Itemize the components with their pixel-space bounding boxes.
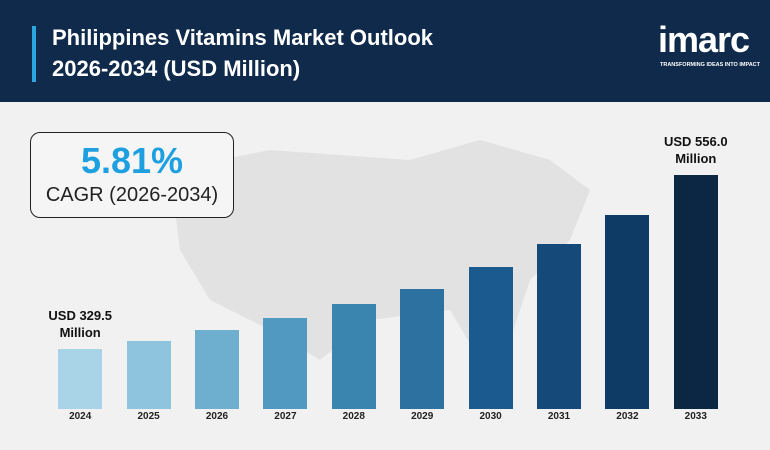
bar <box>400 289 445 409</box>
logo: imarc <box>658 19 750 60</box>
bar <box>331 303 376 409</box>
cagr-box: 5.81% CAGR (2026-2034) <box>30 132 234 218</box>
bar <box>468 266 513 409</box>
chart-title: Philippines Vitamins Market Outlook 2026… <box>52 25 434 81</box>
bar <box>537 243 581 409</box>
x-tick-label: 2030 <box>479 411 502 422</box>
bar <box>195 330 239 409</box>
x-tick-label: 2026 <box>205 411 229 422</box>
x-tick-label: 2032 <box>616 411 639 422</box>
x-tick-label: 2028 <box>342 411 365 422</box>
bar <box>263 317 308 409</box>
header: Philippines Vitamins Market Outlook 2026… <box>0 0 770 102</box>
tagline: TRANSFORMING IDEAS INTO IMPACT <box>660 62 761 68</box>
value-label: USD 556.0 Million <box>664 134 728 166</box>
bar <box>58 349 103 409</box>
x-tick-label: 2027 <box>274 411 297 422</box>
x-tick-label: 2033 <box>684 411 707 422</box>
accent-bar <box>32 26 36 82</box>
bar <box>605 214 650 409</box>
x-tick-label: 2024 <box>69 411 92 422</box>
cagr-label: CAGR (2026-2034) <box>45 184 219 206</box>
bar <box>126 341 171 409</box>
x-tick-label: 2031 <box>547 411 571 422</box>
x-tick-label: 2029 <box>411 411 434 422</box>
x-tick-label: 2025 <box>137 411 160 422</box>
cagr-value: 5.81% <box>80 140 184 181</box>
value-label: USD 329.5 Million <box>48 308 112 340</box>
bar <box>673 175 718 409</box>
